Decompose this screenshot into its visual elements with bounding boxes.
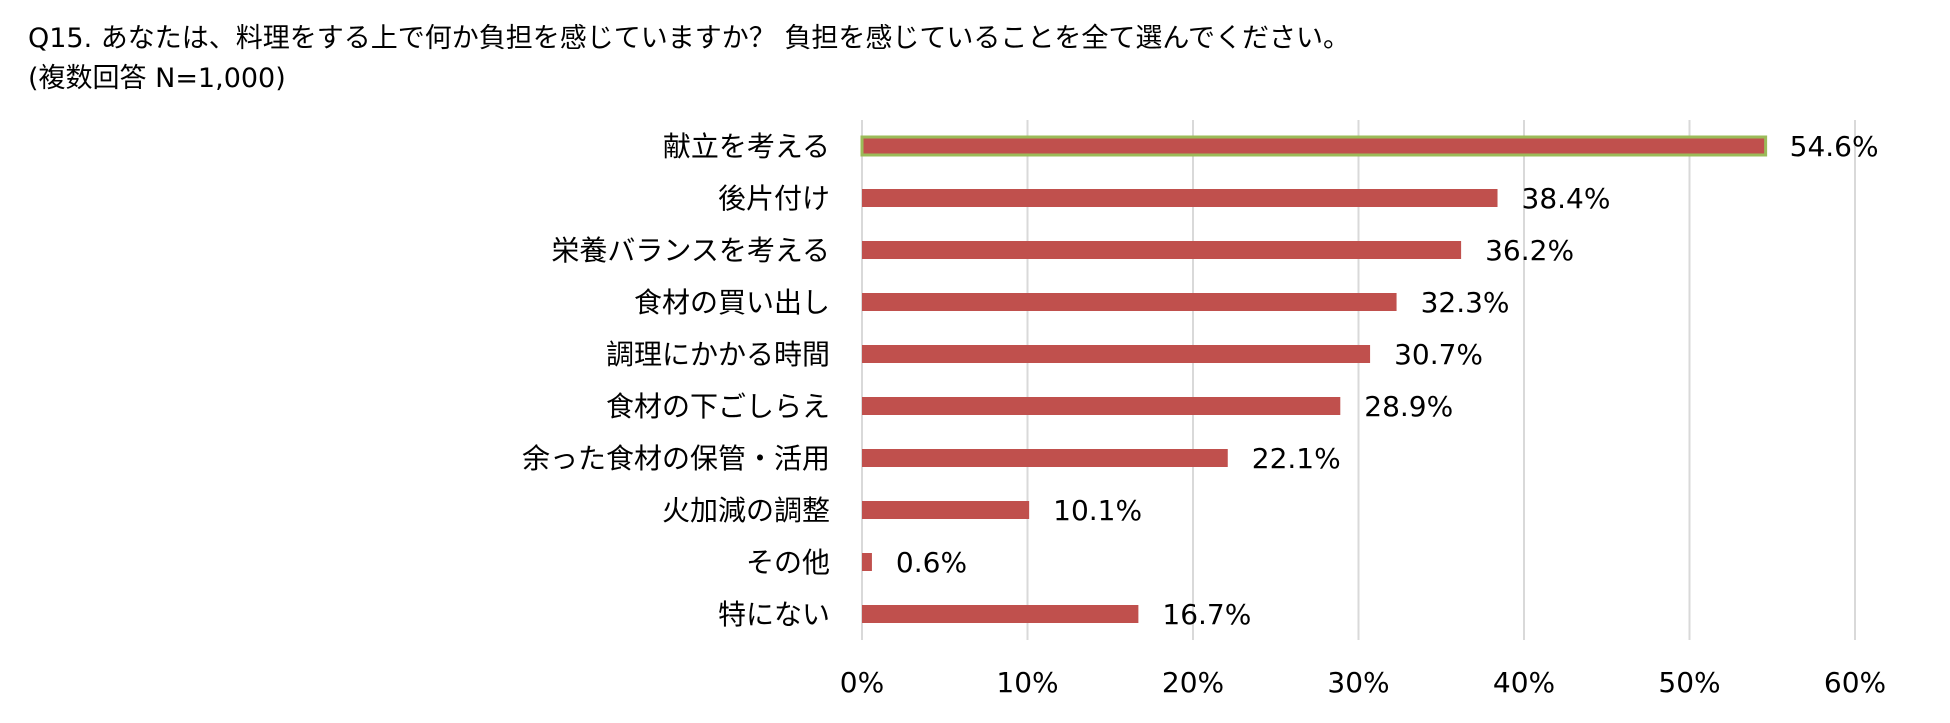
category-label: 火加減の調整 bbox=[662, 494, 830, 527]
bar bbox=[862, 241, 1462, 259]
x-axis-ticks: 0% 10% 20% 30% 40% 50% 60% bbox=[840, 666, 1886, 699]
bar bbox=[862, 345, 1371, 363]
value-label: 30.7% bbox=[1394, 338, 1483, 371]
value-label: 10.1% bbox=[1053, 494, 1142, 527]
value-label: 0.6% bbox=[896, 546, 967, 579]
value-label: 54.6% bbox=[1790, 130, 1879, 163]
value-label: 22.1% bbox=[1252, 442, 1341, 475]
bar bbox=[862, 449, 1228, 467]
category-label: 栄養バランスを考える bbox=[551, 234, 830, 267]
bar bbox=[862, 293, 1397, 311]
x-tick-label: 50% bbox=[1658, 666, 1720, 699]
x-tick-label: 30% bbox=[1327, 666, 1389, 699]
category-labels: 献立を考える後片付け栄養バランスを考える食材の買い出し調理にかかる時間食材の下ご… bbox=[522, 130, 830, 631]
value-labels: 54.6% 38.4% 36.2% 32.3% 30.7% 28.9% 22.1% 10.1%… bbox=[896, 130, 1879, 631]
value-label: 28.9% bbox=[1364, 390, 1453, 423]
bar bbox=[862, 605, 1139, 623]
bar bbox=[862, 553, 872, 571]
value-label: 36.2% bbox=[1485, 234, 1574, 267]
value-label: 16.7% bbox=[1162, 598, 1251, 631]
category-label: 特にない bbox=[718, 598, 830, 631]
category-label: その他 bbox=[746, 546, 830, 579]
x-tick-label: 60% bbox=[1824, 666, 1886, 699]
bar bbox=[860, 135, 1768, 157]
bar bbox=[862, 397, 1341, 415]
x-tick-label: 10% bbox=[996, 666, 1058, 699]
value-label: 38.4% bbox=[1522, 182, 1611, 215]
category-label: 後片付け bbox=[718, 182, 830, 215]
value-label: 32.3% bbox=[1421, 286, 1510, 319]
category-label: 余った食材の保管・活用 bbox=[522, 442, 830, 475]
category-label: 食材の下ごしらえ bbox=[606, 390, 830, 423]
chart-subtitle: (複数回答 N=1,000) bbox=[28, 63, 286, 94]
bars bbox=[860, 135, 1768, 623]
chart-title: Q15. あなたは、料理をする上で何か負担を感じていますか？ 負担を感じているこ… bbox=[28, 23, 1351, 54]
category-label: 献立を考える bbox=[663, 130, 830, 163]
bar bbox=[862, 189, 1498, 207]
x-tick-label: 0% bbox=[840, 666, 884, 699]
x-tick-label: 20% bbox=[1162, 666, 1224, 699]
x-tick-label: 40% bbox=[1493, 666, 1555, 699]
category-label: 調理にかかる時間 bbox=[606, 338, 830, 371]
bar bbox=[862, 501, 1030, 519]
category-label: 食材の買い出し bbox=[634, 286, 830, 319]
